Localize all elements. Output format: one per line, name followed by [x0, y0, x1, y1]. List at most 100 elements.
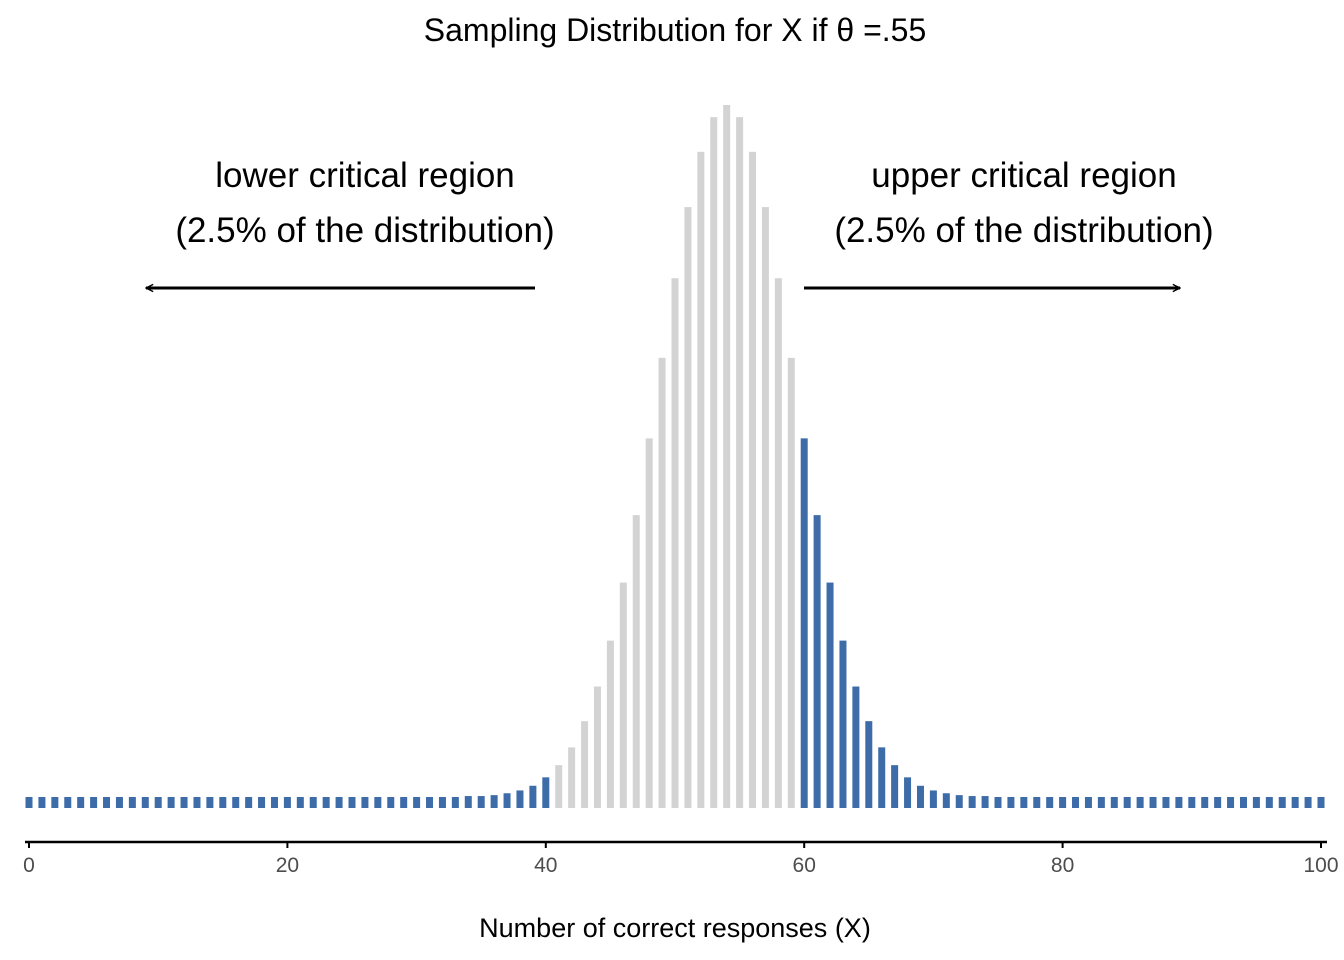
bar-x-43 — [581, 721, 589, 808]
bar-x-58 — [774, 278, 782, 809]
bar-x-98 — [1291, 797, 1299, 808]
lower-region-label-line2: (2.5% of the distribution) — [175, 211, 554, 250]
bar-x-46 — [619, 582, 627, 808]
bar-x-99 — [1304, 797, 1312, 808]
bar-x-4 — [77, 797, 85, 808]
bar-x-53 — [710, 117, 718, 809]
bar-x-51 — [684, 207, 692, 808]
bar-x-50 — [671, 278, 679, 809]
bar-x-25 — [348, 797, 356, 808]
bar-x-49 — [658, 357, 666, 808]
bar-x-93 — [1227, 797, 1235, 808]
bar-x-36 — [490, 795, 498, 808]
bar-x-10 — [154, 797, 162, 808]
bar-x-95 — [1252, 797, 1260, 808]
bar-x-97 — [1278, 797, 1286, 808]
bar-x-62 — [826, 582, 834, 808]
chart-title: Sampling Distribution for X if θ =.55 — [424, 12, 926, 48]
bar-x-67 — [891, 765, 899, 808]
x-tick-label-40: 40 — [534, 854, 557, 877]
bar-x-29 — [400, 797, 408, 808]
bar-x-44 — [593, 686, 601, 808]
bar-x-61 — [813, 515, 821, 808]
bar-x-76 — [1007, 797, 1015, 808]
bar-x-15 — [219, 797, 227, 808]
bar-x-33 — [451, 797, 459, 808]
bar-x-16 — [232, 797, 240, 808]
bar-x-37 — [503, 793, 511, 808]
bar-x-70 — [929, 790, 937, 808]
bar-x-20 — [283, 797, 291, 808]
bar-x-11 — [167, 797, 175, 808]
bar-x-17 — [245, 797, 253, 808]
bar-x-83 — [1097, 797, 1105, 808]
bar-x-92 — [1214, 797, 1222, 808]
x-tick-label-100: 100 — [1303, 854, 1338, 877]
bar-x-12 — [180, 797, 188, 808]
bar-x-2 — [51, 797, 59, 808]
x-axis-ticks: 0 20 40 60 80 100 — [23, 842, 1339, 877]
upper-region-label-line1: upper critical region — [871, 156, 1176, 195]
bar-x-32 — [438, 797, 446, 808]
upper-region-label-line2: (2.5% of the distribution) — [834, 211, 1213, 250]
bar-x-35 — [477, 796, 485, 808]
bar-x-86 — [1136, 797, 1144, 808]
bar-x-84 — [1110, 797, 1118, 808]
bar-x-72 — [955, 795, 963, 808]
bar-x-66 — [878, 747, 886, 808]
bar-x-94 — [1239, 797, 1247, 808]
bar-x-100 — [1317, 797, 1325, 808]
bar-x-69 — [916, 785, 924, 808]
bars-group — [25, 105, 1325, 809]
bar-x-88 — [1162, 797, 1170, 808]
bar-x-22 — [309, 797, 317, 808]
bar-x-55 — [736, 117, 744, 809]
bar-x-40 — [542, 777, 550, 808]
bar-x-8 — [128, 797, 136, 808]
bar-x-30 — [413, 797, 421, 808]
bar-x-81 — [1072, 797, 1080, 808]
bar-x-38 — [516, 790, 524, 808]
bar-x-73 — [968, 796, 976, 808]
bar-x-0 — [25, 797, 33, 808]
x-tick-label-20: 20 — [276, 854, 299, 877]
bar-x-3 — [64, 797, 72, 808]
x-tick-label-60: 60 — [793, 854, 816, 877]
bar-x-18 — [258, 797, 266, 808]
bar-x-26 — [361, 797, 369, 808]
bar-x-91 — [1201, 797, 1209, 808]
bar-x-45 — [606, 640, 614, 808]
bar-x-48 — [645, 438, 653, 808]
bar-x-59 — [787, 357, 795, 808]
bar-x-65 — [865, 721, 873, 808]
bar-x-64 — [852, 686, 860, 808]
bar-x-5 — [90, 797, 98, 808]
bar-x-28 — [387, 797, 395, 808]
x-axis-label: Number of correct responses (X) — [479, 913, 871, 943]
x-tick-label-80: 80 — [1051, 854, 1074, 877]
bar-x-89 — [1175, 797, 1183, 808]
bar-x-54 — [723, 105, 731, 808]
bar-x-80 — [1059, 797, 1067, 808]
bar-x-7 — [115, 797, 123, 808]
bar-x-23 — [322, 797, 330, 808]
bar-x-24 — [335, 797, 343, 808]
bar-x-82 — [1084, 797, 1092, 808]
bar-x-13 — [193, 797, 201, 808]
bar-x-87 — [1149, 797, 1157, 808]
bar-x-42 — [568, 747, 576, 808]
bar-x-68 — [904, 777, 912, 808]
bar-x-85 — [1123, 797, 1131, 808]
bar-x-75 — [994, 797, 1002, 808]
bar-x-47 — [632, 515, 640, 808]
bar-x-1 — [38, 797, 46, 808]
bar-x-56 — [749, 151, 757, 808]
bar-x-77 — [1020, 797, 1028, 808]
bar-x-52 — [697, 151, 705, 808]
bar-x-6 — [103, 797, 111, 808]
bar-x-96 — [1265, 797, 1273, 808]
bar-x-21 — [296, 797, 304, 808]
bar-x-60 — [800, 438, 808, 808]
bar-x-9 — [141, 797, 149, 808]
